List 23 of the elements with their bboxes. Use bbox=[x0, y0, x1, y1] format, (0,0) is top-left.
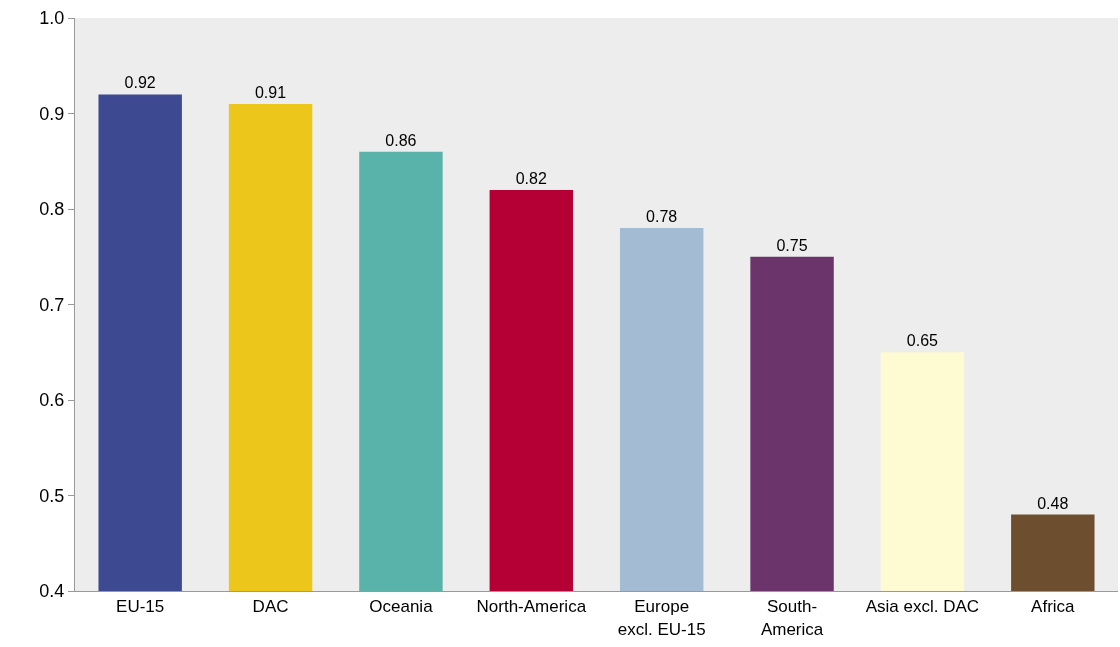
x-tick-label: North-America bbox=[476, 597, 587, 617]
data-label: 0.92 bbox=[124, 74, 156, 92]
x-tick-label: Asia excl. DAC bbox=[865, 597, 980, 617]
data-label: 0.48 bbox=[1037, 494, 1069, 512]
y-tick-label: 0.6 bbox=[39, 390, 65, 411]
x-tick-label: Europe excl. EU-15 bbox=[617, 597, 706, 639]
x-tick-label: DAC bbox=[252, 597, 289, 617]
y-tick-label: 0.9 bbox=[39, 103, 65, 124]
data-label: 0.82 bbox=[515, 169, 547, 187]
y-tick-label: 0.4 bbox=[39, 581, 65, 602]
data-label: 0.65 bbox=[906, 332, 939, 350]
y-tick-label: 1.0 bbox=[39, 8, 65, 29]
x-tick-label: Oceania bbox=[369, 597, 434, 617]
data-label: 0.78 bbox=[646, 208, 678, 226]
x-tick-label: EU-15 bbox=[116, 597, 165, 617]
x-tick-label: South- America bbox=[760, 597, 824, 639]
data-label: 0.75 bbox=[776, 236, 808, 254]
y-tick-label: 0.8 bbox=[39, 199, 65, 220]
y-tick-label: 0.7 bbox=[39, 294, 65, 315]
data-label: 0.86 bbox=[385, 131, 417, 149]
y-tick-label: 0.5 bbox=[39, 485, 65, 506]
x-tick-label: Africa bbox=[1031, 597, 1076, 617]
data-label: 0.91 bbox=[254, 83, 287, 101]
